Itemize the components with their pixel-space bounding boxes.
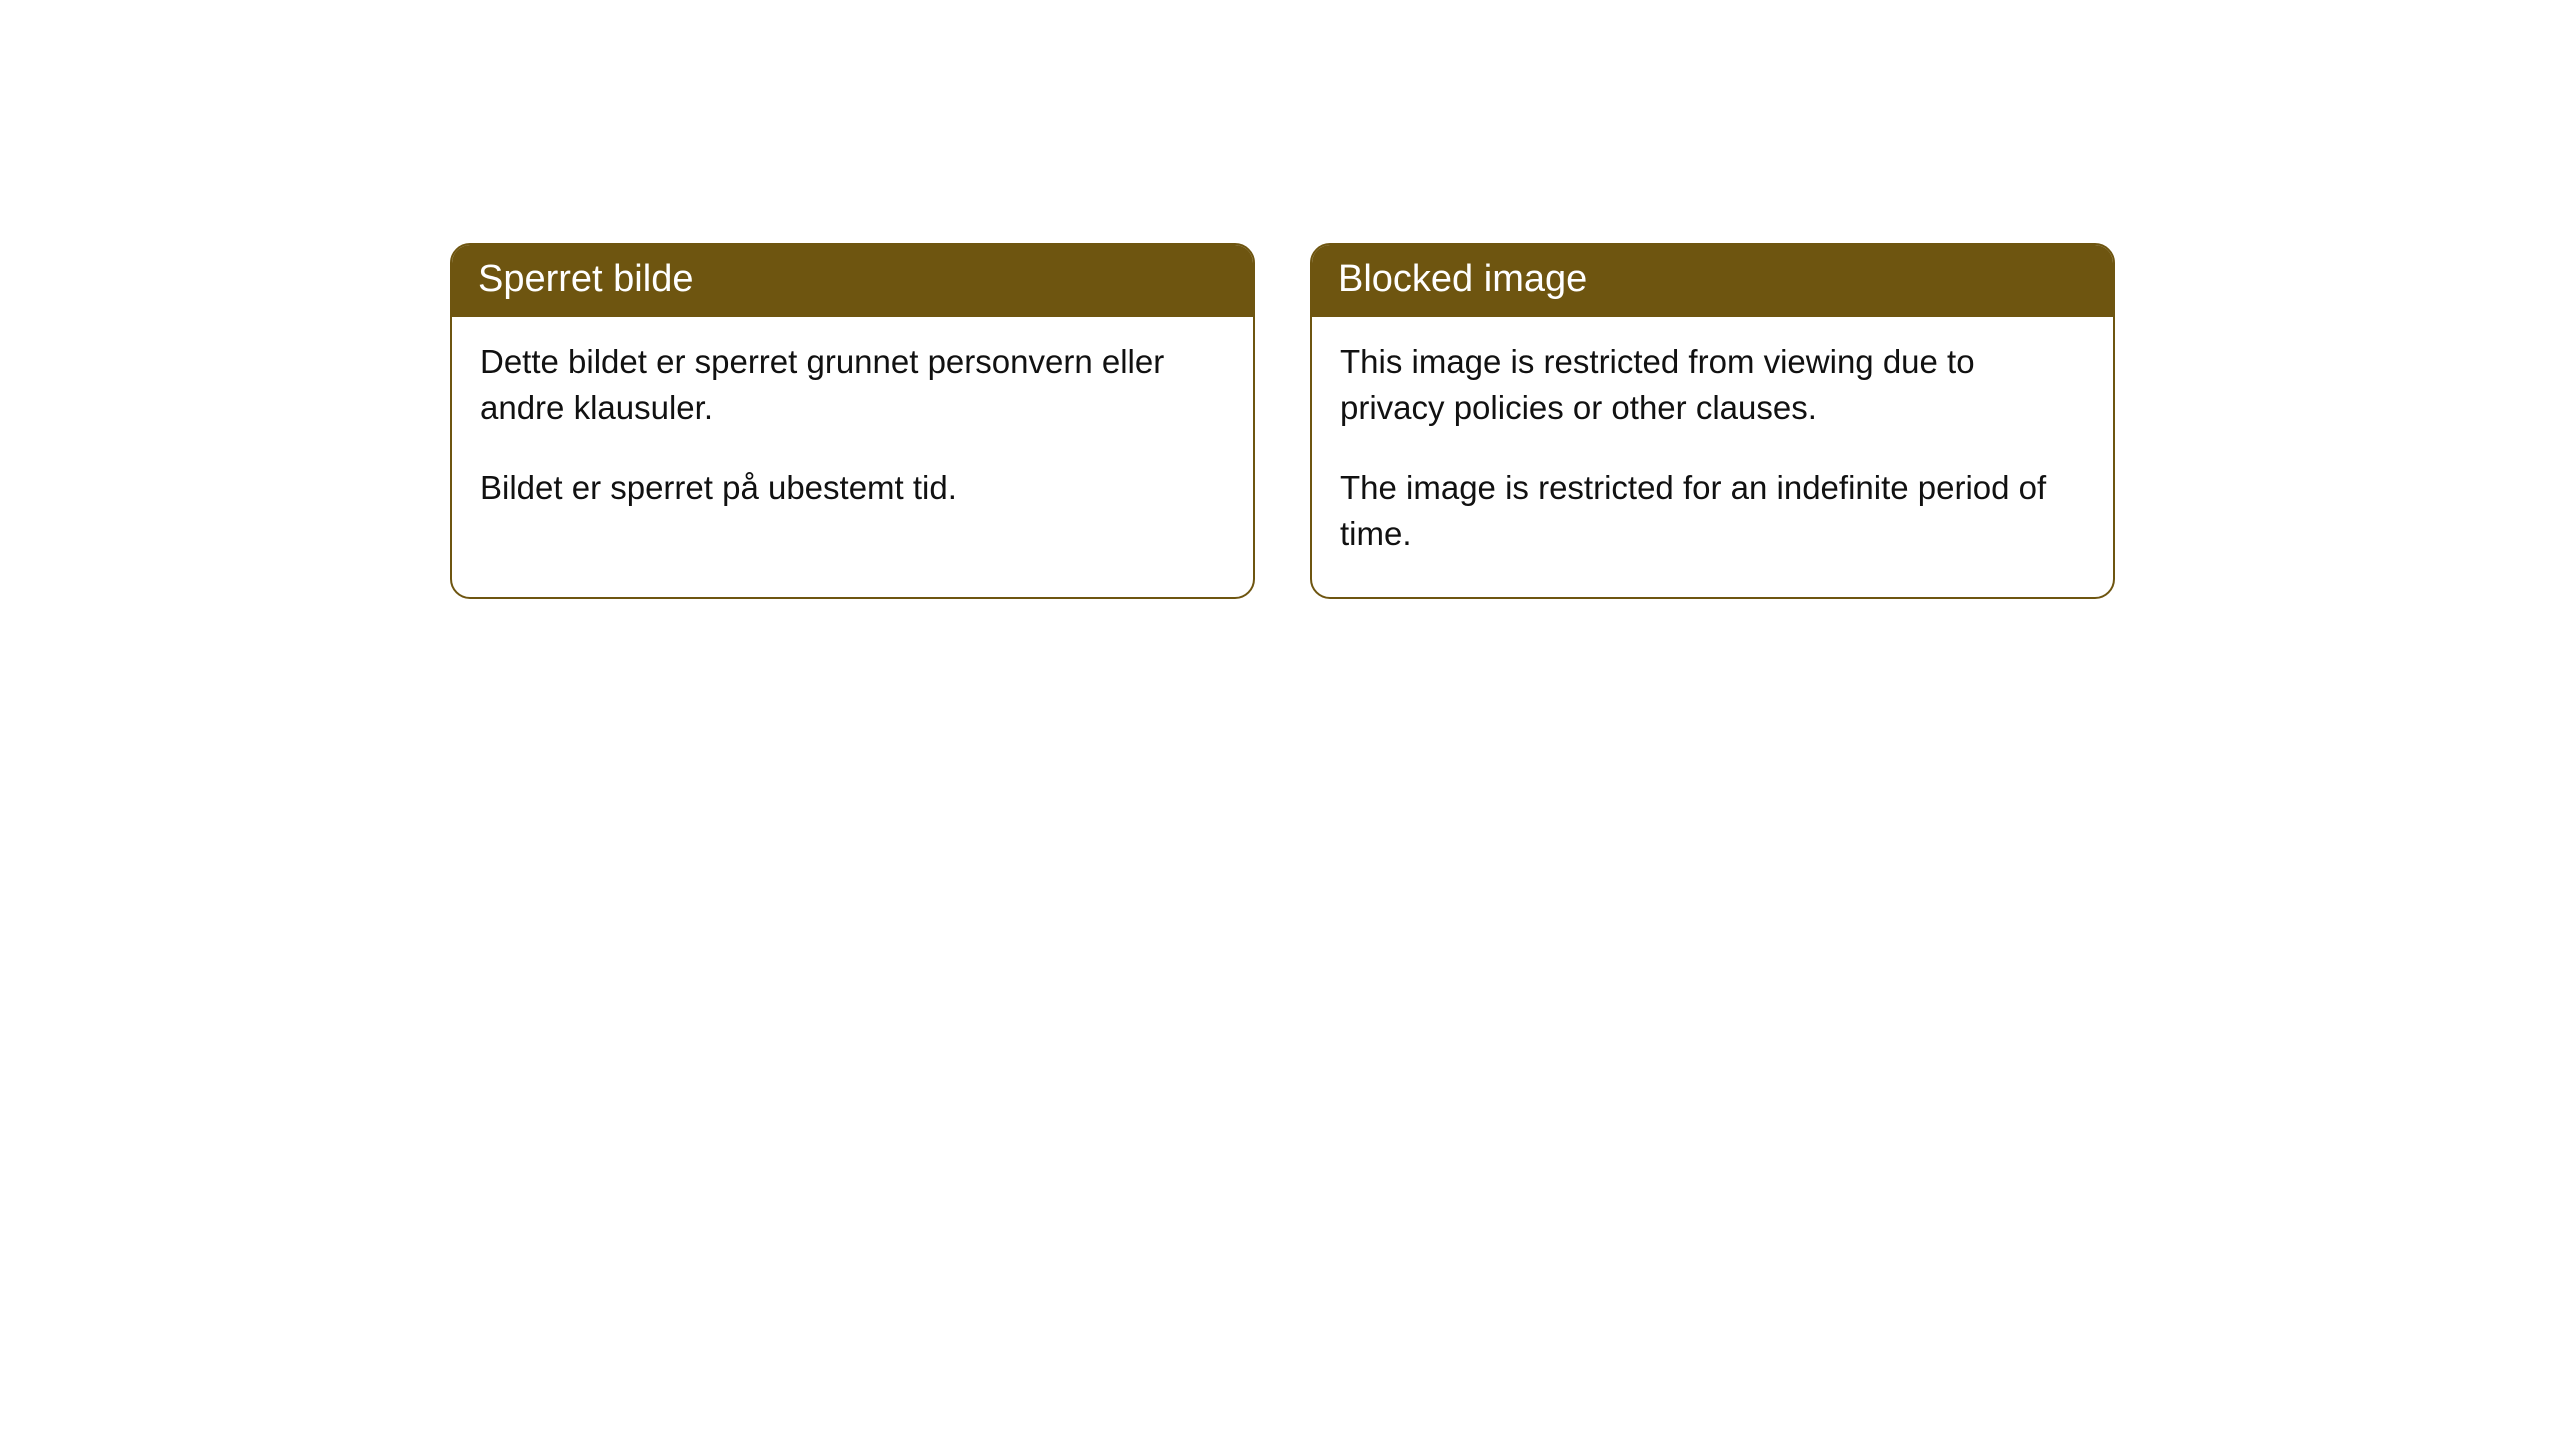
blocked-image-card-no: Sperret bilde Dette bildet er sperret gr… [450,243,1255,599]
card-text-en-1: This image is restricted from viewing du… [1340,339,2085,431]
card-text-no-1: Dette bildet er sperret grunnet personve… [480,339,1225,431]
card-body-en: This image is restricted from viewing du… [1312,317,2113,598]
card-text-en-2: The image is restricted for an indefinit… [1340,465,2085,557]
blocked-image-card-en: Blocked image This image is restricted f… [1310,243,2115,599]
card-title-no: Sperret bilde [452,245,1253,317]
card-title-en: Blocked image [1312,245,2113,317]
card-text-no-2: Bildet er sperret på ubestemt tid. [480,465,1225,511]
card-body-no: Dette bildet er sperret grunnet personve… [452,317,1253,552]
notice-cards-container: Sperret bilde Dette bildet er sperret gr… [450,243,2115,599]
